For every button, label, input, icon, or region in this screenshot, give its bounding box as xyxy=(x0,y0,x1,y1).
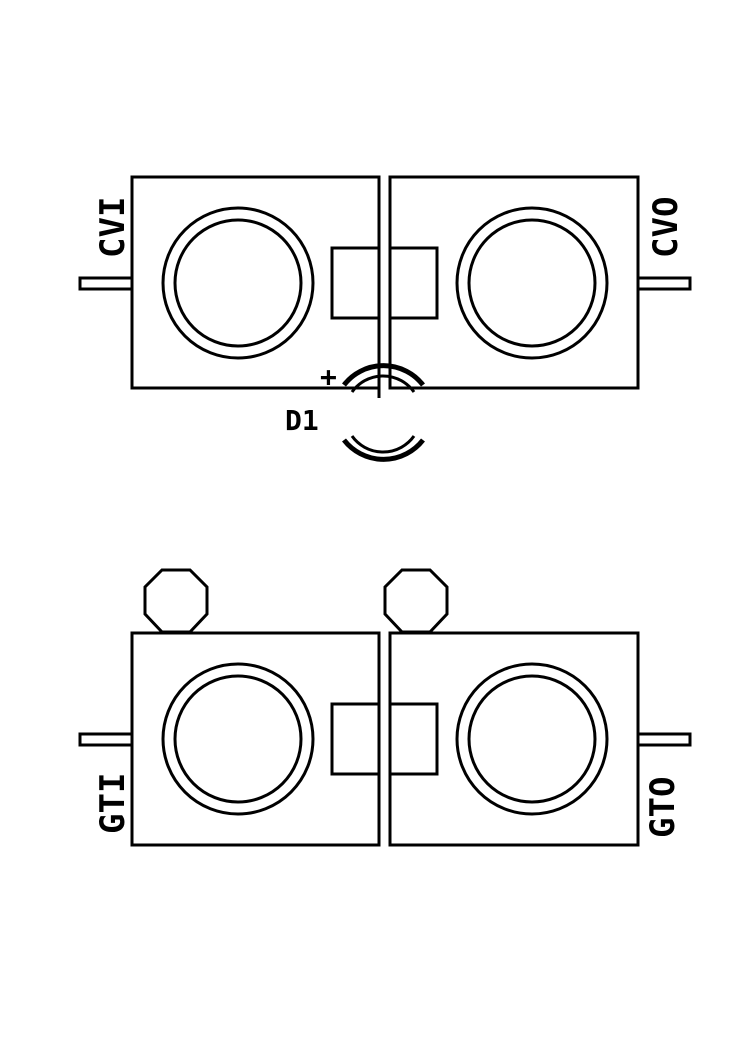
jack-gate-out-pin xyxy=(636,732,692,747)
led-d1 xyxy=(342,363,425,462)
led-d1-inner-arc-top xyxy=(350,374,416,393)
jack-gate-in xyxy=(78,631,381,847)
jack-gate-in-tab xyxy=(330,702,381,776)
jack-cv-in-inner-ring xyxy=(173,218,303,348)
label-d1: D1 xyxy=(285,404,319,437)
jack-cv-in-outer-ring xyxy=(161,206,315,360)
led-d1-polarity-plus: + xyxy=(320,360,337,393)
jack-cv-out-tab xyxy=(388,246,439,320)
jack-cv-out-outer-ring xyxy=(455,206,609,360)
jack-cv-out xyxy=(388,175,692,390)
jack-gate-out-tab xyxy=(388,702,439,776)
label-gto: GTO xyxy=(643,777,683,838)
pad-octagon-right xyxy=(383,568,449,634)
jack-cv-in-tab xyxy=(330,246,381,320)
led-d1-inner-arc-bottom xyxy=(350,435,416,454)
jack-cv-out-inner-ring xyxy=(467,218,597,348)
label-cvo: CVO xyxy=(646,197,686,258)
jack-gate-in-outer-ring xyxy=(161,662,315,816)
jack-cv-out-pin xyxy=(636,276,692,291)
label-cvi: CVI xyxy=(93,197,133,258)
led-d1-outer-arc-bottom xyxy=(342,438,425,462)
led-d1-outer-arc-top xyxy=(342,363,425,387)
label-gti: GTI xyxy=(93,773,133,834)
jack-gate-out-inner-ring xyxy=(467,674,597,804)
jack-cv-in xyxy=(78,175,381,390)
jack-cv-in-pin xyxy=(78,276,134,291)
pad-octagon-left xyxy=(143,568,209,634)
jack-gate-out-outer-ring xyxy=(455,662,609,816)
jack-gate-out xyxy=(388,631,692,847)
jack-gate-in-pin xyxy=(78,732,134,747)
jack-gate-in-inner-ring xyxy=(173,674,303,804)
